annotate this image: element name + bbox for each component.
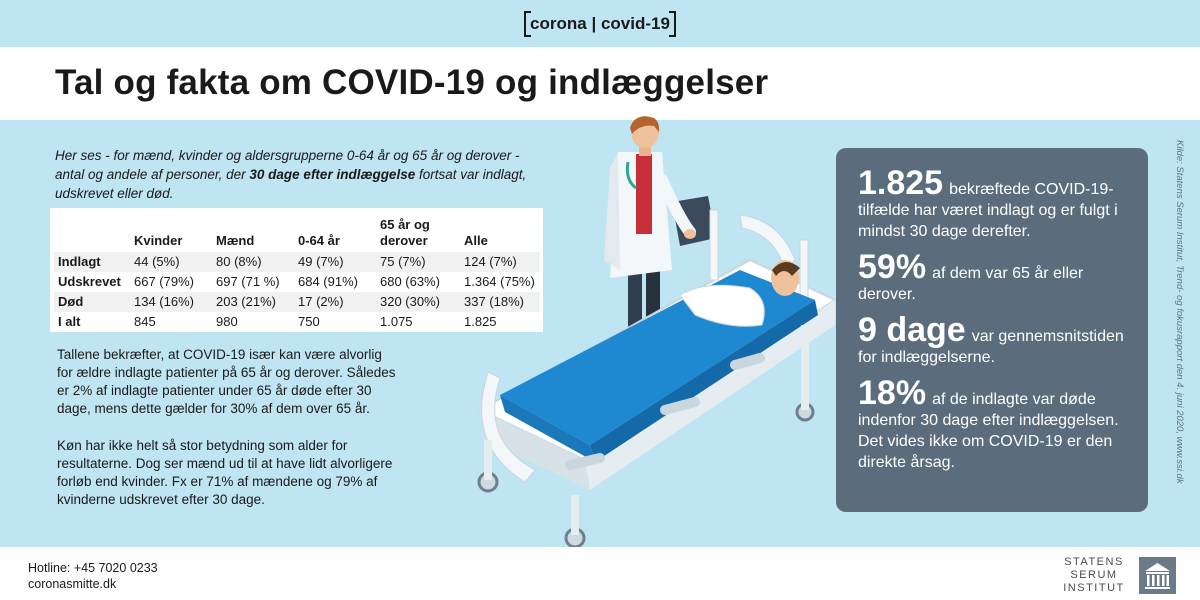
table-cell: 980: [216, 314, 238, 329]
table-cell: 680 (63%): [380, 274, 440, 289]
table-header-row: Kvinder Mænd 0-64 år 65 år og derover Al…: [54, 212, 540, 252]
table-cell: 203 (21%): [212, 292, 294, 312]
intro-text: Her ses - for mænd, kvinder og aldersgru…: [55, 146, 545, 203]
footer: [0, 547, 1200, 600]
ssi-logo-icon: [1139, 557, 1176, 594]
table-cell: 684 (91%): [298, 274, 358, 289]
table-cell: 320 (30%): [376, 292, 460, 312]
stat-age-share-text: af dem var 65 år eller derover.: [858, 265, 1084, 303]
title-bar: [0, 47, 1200, 120]
table-cell: 75 (7%): [376, 252, 460, 272]
bracket-left-icon: [524, 11, 531, 37]
data-table-card: Kvinder Mænd 0-64 år 65 år og derover Al…: [50, 208, 543, 332]
brand-separator: |: [591, 14, 597, 33]
table-row: Død 134 (16%) 203 (21%) 17 (2%) 320 (30%…: [54, 292, 540, 312]
key-figures-card: 1.825 bekræftede COVID-19-tilfælde har væ…: [836, 148, 1148, 512]
table-header-cell: Mænd: [216, 233, 255, 248]
table-cell: 1.825: [464, 314, 497, 329]
table-row-label: Indlagt: [54, 252, 130, 272]
table-cell: 1.075: [380, 314, 413, 329]
source-text: Kilde: Statens Serum Institut, Trend- og…: [1174, 140, 1185, 484]
hotline-number: Hotline: +45 7020 0233: [28, 561, 158, 575]
body-paragraph-age: Tallene bekræfter, at COVID-19 især kan …: [57, 347, 396, 416]
table-cell: 1.364 (75%): [464, 274, 535, 289]
stat-cases-text: bekræftede COVID-19-tilfælde har været i…: [858, 181, 1118, 240]
stat-age-share-number: 59%: [858, 248, 927, 286]
stat-age-share: 59% af dem var 65 år eller derover.: [858, 250, 1126, 305]
table-cell: 337 (18%): [460, 292, 540, 312]
hotline-block: Hotline: +45 7020 0233 coronasmitte.dk: [28, 560, 158, 592]
stat-avg-stay-text: var gennemsnitstiden for indlæggelserne.: [858, 328, 1124, 366]
table-cell: 44 (5%): [130, 252, 212, 272]
hospital-bed-icon: [477, 209, 838, 549]
intro-text-part1: Her ses - for mænd, kvinder og aldersgru…: [55, 148, 520, 182]
intro-text-bold: 30 dage efter indlæggelse: [249, 167, 416, 182]
table-cell: 134 (16%): [130, 292, 212, 312]
bracket-right-icon: [669, 11, 676, 37]
table-header-cell: 0-64 år: [298, 233, 340, 248]
page-title: Tal og fakta om COVID-19 og indlæggelser: [55, 63, 769, 102]
source-note: Kilde: Statens Serum Institut, Trend- og…: [1172, 140, 1186, 550]
stat-avg-stay: 9 dage var gennemsnitstiden for indlæggel…: [858, 313, 1126, 368]
table-row-label: I alt: [58, 314, 81, 329]
table-cell: 17 (2%): [294, 292, 376, 312]
table-row: Udskrevet 667 (79%) 697 (71 %) 684 (91%)…: [54, 272, 540, 292]
stat-cases: 1.825 bekræftede COVID-19-tilfælde har væ…: [858, 166, 1126, 242]
ssi-logo-text: STATENS SERUM INSTITUT: [1058, 556, 1130, 595]
doctor-and-hospital-bed-illustration: [477, 116, 838, 549]
data-table: Kvinder Mænd 0-64 år 65 år og derover Al…: [54, 212, 540, 332]
logo-line-serum: SERUM: [1070, 569, 1118, 581]
table-cell: 124 (7%): [460, 252, 540, 272]
table-cell: 750: [298, 314, 320, 329]
table-header-cell: Kvinder: [134, 233, 183, 248]
table-row: I alt 845 980 750 1.075 1.825: [54, 312, 540, 332]
stat-mortality-number: 18%: [858, 374, 927, 412]
table-cell: 667 (79%): [134, 274, 194, 289]
table-row-label: Død: [54, 292, 130, 312]
top-banner: corona | covid-19: [0, 0, 1200, 47]
intro-text-part2: fortsat var indlagt, udskrevet eller død…: [55, 167, 527, 201]
table-cell: 845: [134, 314, 156, 329]
logo-line-statens: STATENS: [1064, 556, 1124, 568]
body-paragraph-gender: Køn har ikke helt så stor betydning som …: [57, 438, 393, 507]
table-row-label: Udskrevet: [58, 274, 121, 289]
table-header-cell: [54, 212, 130, 252]
table-cell: 49 (7%): [294, 252, 376, 272]
website-link[interactable]: coronasmitte.dk: [28, 577, 117, 591]
corona-covid19-brand: corona | covid-19: [524, 11, 676, 37]
table-header-cell: 65 år og derover: [380, 217, 430, 248]
brand-corona: corona: [530, 14, 587, 33]
table-header-cell: Alle: [464, 233, 488, 248]
stat-mortality: 18% af de indlagte var døde indenfor 30 d…: [858, 376, 1126, 473]
table-row: Indlagt 44 (5%) 80 (8%) 49 (7%) 75 (7%) …: [54, 252, 540, 272]
stat-mortality-text: af de indlagte var døde indenfor 30 dage…: [858, 391, 1119, 471]
logo-line-institut: INSTITUT: [1063, 582, 1125, 594]
table-cell: 697 (71 %): [216, 274, 280, 289]
stat-avg-stay-number: 9 dage: [858, 311, 966, 349]
table-cell: 80 (8%): [212, 252, 294, 272]
stat-cases-number: 1.825: [858, 164, 944, 202]
brand-covid19: covid-19: [600, 14, 670, 33]
